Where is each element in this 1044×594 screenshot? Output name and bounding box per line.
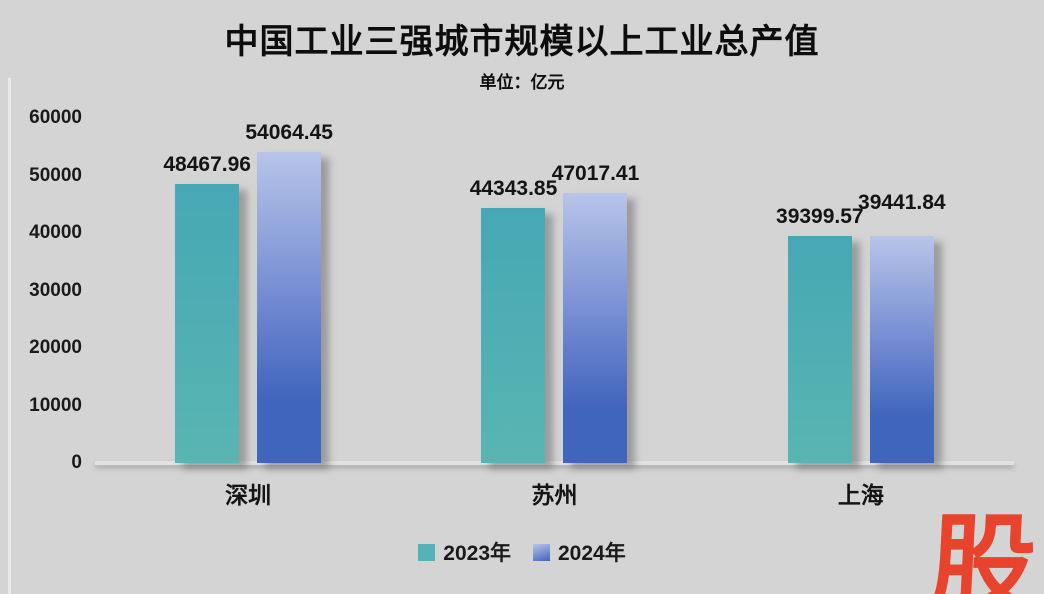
x-axis-category-label: 深圳 bbox=[225, 482, 272, 508]
bar-value-label: 39399.57 bbox=[776, 205, 864, 229]
bar-2024年-深圳: 54064.45 bbox=[245, 121, 333, 463]
chart-title: 中国工业三强城市规模以上工业总产值 bbox=[224, 23, 820, 61]
legend-label-2023: 2023年 bbox=[443, 542, 511, 565]
bar-2023年-上海: 39399.57 bbox=[776, 205, 864, 463]
y-axis-tick-label: 40000 bbox=[29, 222, 82, 243]
bar-2024年-苏州: 47017.41 bbox=[552, 162, 639, 463]
y-axis-tick-label: 30000 bbox=[29, 279, 82, 301]
bar-value-label: 54064.45 bbox=[245, 121, 333, 145]
legend-item-2024: 2024年 bbox=[533, 537, 626, 567]
bar-2024年-上海: 39441.84 bbox=[858, 191, 946, 463]
gu-stock-watermark: 股 bbox=[926, 506, 1040, 594]
left-edge-stripe bbox=[8, 78, 11, 594]
bar-2023年-苏州: 44343.85 bbox=[470, 177, 557, 463]
bar-value-label: 44343.85 bbox=[469, 177, 558, 201]
y-axis-tick-label: 10000 bbox=[29, 394, 82, 416]
y-axis-tick-label: 0 bbox=[71, 452, 82, 473]
y-axis-tick-label: 60000 bbox=[29, 107, 82, 128]
x-axis-category-label: 上海 bbox=[837, 482, 884, 508]
bar-group-上海: 39399.57 39441.84 上海 bbox=[776, 118, 946, 508]
y-axis-tick-label: 20000 bbox=[29, 337, 82, 358]
bar-value-label: 39441.84 bbox=[858, 191, 946, 215]
bar-2023年-深圳: 48467.96 bbox=[163, 153, 251, 463]
bar-value-label: 47017.41 bbox=[551, 161, 640, 185]
x-axis-line bbox=[95, 461, 1014, 465]
bar-group-深圳: 48467.96 54064.45 深圳 bbox=[163, 118, 333, 508]
bar-group-苏州: 44343.85 47017.41 苏州 bbox=[470, 118, 640, 508]
legend-item-2023: 2023年 bbox=[418, 537, 511, 567]
legend-swatch-2023 bbox=[418, 543, 436, 561]
legend: 2023年 2024年 bbox=[0, 537, 1044, 567]
bar-value-label: 48467.96 bbox=[163, 153, 251, 177]
legend-swatch-2024 bbox=[533, 543, 550, 561]
chart-header: 中国工业三强城市规模以上工业总产值 单位：亿元 bbox=[0, 14, 1044, 93]
y-axis: 0 10000 20000 30000 40000 50000 60000 bbox=[0, 107, 82, 473]
legend-label-2024: 2024年 bbox=[558, 542, 626, 565]
x-axis-category-label: 苏州 bbox=[531, 482, 578, 508]
chart-unit-label: 单位：亿元 bbox=[479, 73, 565, 92]
y-axis-tick-label: 50000 bbox=[29, 164, 82, 186]
plot-groups: 48467.96 54064.45 深圳 44343.85 47017.41 苏州 3939… bbox=[95, 118, 1014, 508]
